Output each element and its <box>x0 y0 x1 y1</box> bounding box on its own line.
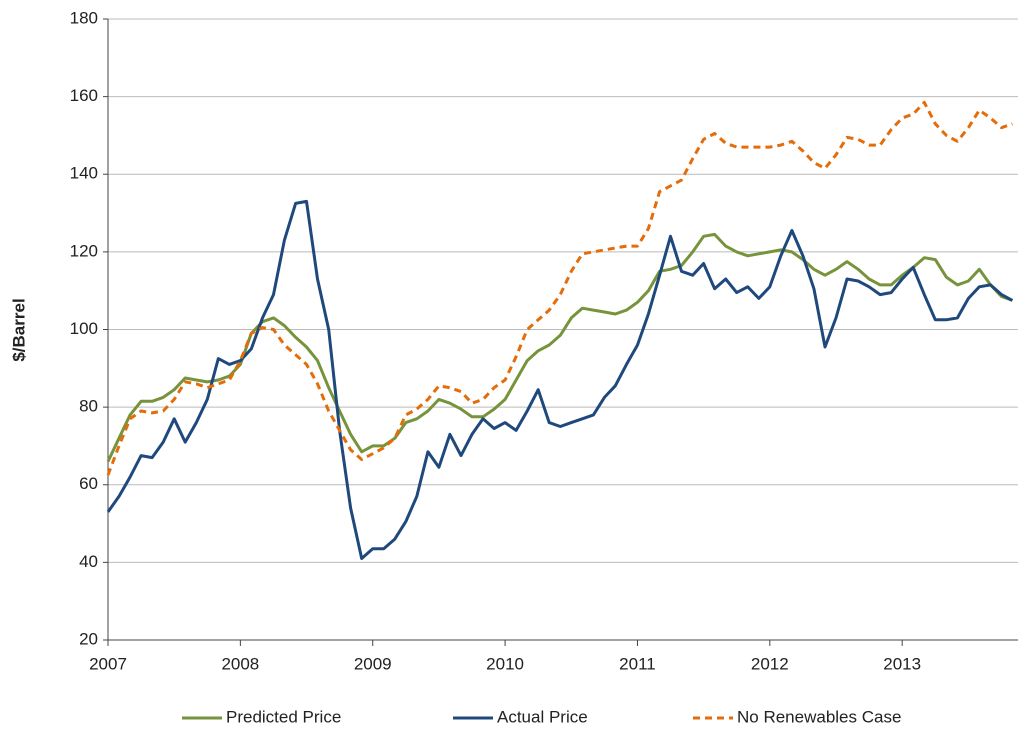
legend-label: Predicted Price <box>226 707 341 726</box>
x-tick-label: 2012 <box>751 654 789 673</box>
x-tick-label: 2011 <box>619 654 656 673</box>
legend-label: Actual Price <box>497 707 588 726</box>
y-tick-label: 40 <box>79 552 98 571</box>
y-tick-label: 60 <box>79 474 98 493</box>
y-tick-label: 20 <box>79 629 98 648</box>
y-tick-label: 180 <box>70 8 98 27</box>
legend-label: No Renewables Case <box>737 707 901 726</box>
y-tick-label: 120 <box>70 241 98 260</box>
y-tick-label: 100 <box>70 319 98 338</box>
series-line <box>106 199 1014 560</box>
x-tick-label: 2010 <box>486 654 524 673</box>
x-tick-label: 2008 <box>221 654 259 673</box>
y-tick-label: 160 <box>70 86 98 105</box>
y-axis-label: $/Barrel <box>9 298 28 361</box>
y-tick-label: 80 <box>79 397 98 416</box>
y-tick-label: 140 <box>70 164 98 183</box>
x-tick-label: 2013 <box>883 654 921 673</box>
x-tick-label: 2009 <box>354 654 392 673</box>
series-line <box>106 100 1013 476</box>
x-tick-label: 2007 <box>89 654 127 673</box>
